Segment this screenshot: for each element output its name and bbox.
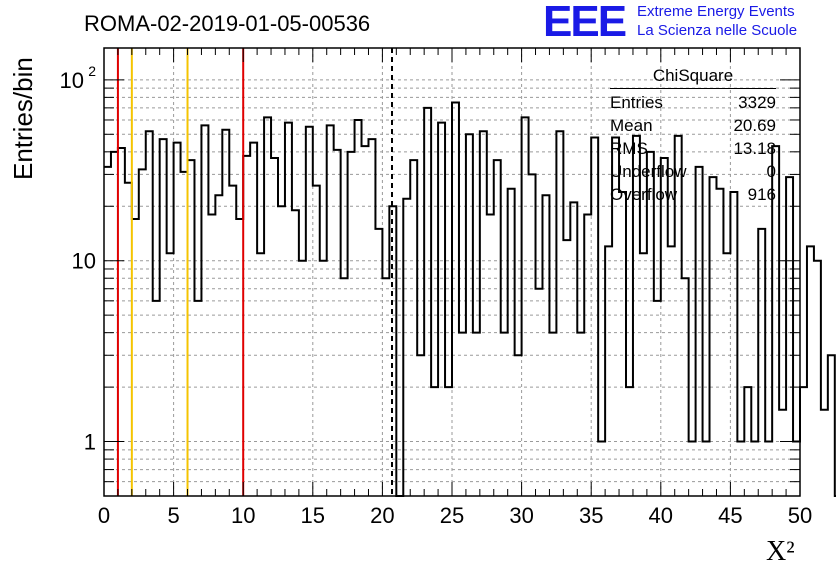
- x-tick-label: 15: [301, 503, 325, 528]
- eee-logo: EEE: [543, 0, 627, 46]
- y-tick-exponent: 2: [88, 63, 96, 79]
- stats-box: ChiSquare Entries 3329 Mean 20.69 RMS 13…: [610, 66, 776, 206]
- x-tick-label: 50: [788, 503, 812, 528]
- y-tick-label: 1: [84, 430, 96, 455]
- logo-line-2: La Scienza nelle Scuole: [637, 22, 798, 39]
- chart-title: ROMA-02-2019-01-05-00536: [84, 11, 371, 36]
- stats-value: 916: [747, 185, 776, 204]
- stats-label: Overflow: [610, 185, 678, 204]
- logo-line-1: Extreme Energy Events: [637, 3, 795, 20]
- stats-label: RMS: [610, 139, 648, 158]
- x-axis-label: X²: [766, 536, 795, 568]
- y-axis-label: Entries/bin: [8, 57, 38, 180]
- x-tick-label: 10: [231, 503, 255, 528]
- y-tick-label: 10: [60, 68, 84, 93]
- stats-row-rms: RMS 13.18: [610, 137, 776, 160]
- stats-label: Mean: [610, 116, 653, 135]
- x-tick-label: 45: [718, 503, 742, 528]
- stats-value: 20.69: [733, 116, 776, 135]
- x-tick-label: 20: [370, 503, 394, 528]
- x-tick-label: 30: [509, 503, 533, 528]
- x-axis-label-text: X²: [766, 536, 795, 567]
- x-tick-label: 35: [579, 503, 603, 528]
- x-tick-label: 0: [98, 503, 110, 528]
- x-tick-label: 5: [167, 503, 179, 528]
- stats-row-overflow: Overflow 916: [610, 183, 776, 206]
- x-tick-label: 25: [440, 503, 464, 528]
- stats-label: Entries: [610, 93, 663, 112]
- stats-value: 3329: [738, 93, 776, 112]
- stats-row-mean: Mean 20.69: [610, 114, 776, 137]
- stats-label: Underflow: [610, 162, 687, 181]
- x-tick-label: 40: [649, 503, 673, 528]
- y-tick-label: 10: [72, 249, 96, 274]
- stats-row-entries: Entries 3329: [610, 91, 776, 114]
- stats-value: 0: [766, 162, 776, 181]
- stats-row-underflow: Underflow 0: [610, 160, 776, 183]
- stats-value: 13.18: [733, 139, 776, 158]
- stats-title: ChiSquare: [610, 66, 776, 89]
